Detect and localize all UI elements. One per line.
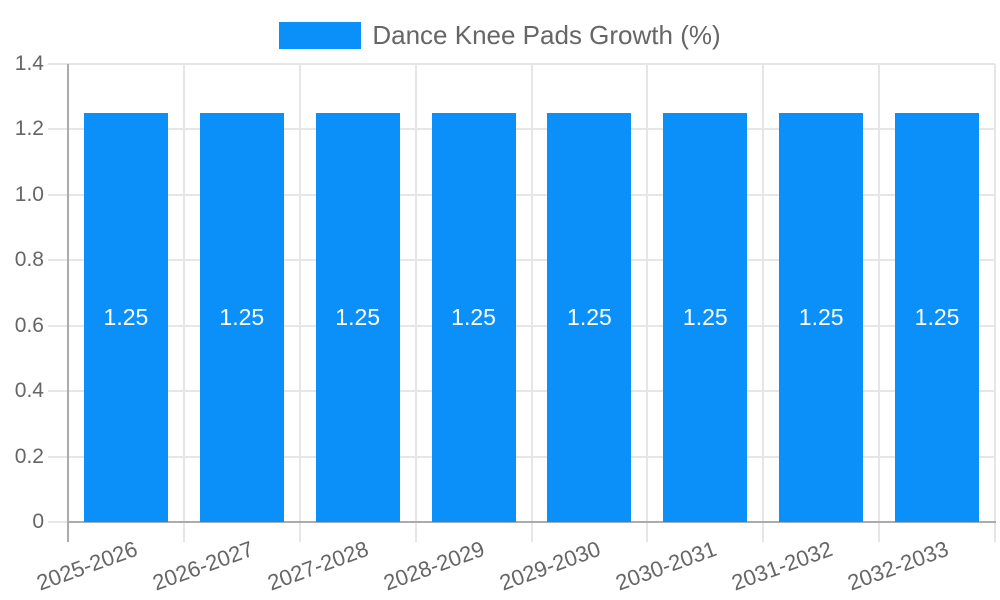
y-tick-mark bbox=[48, 63, 68, 65]
bar[interactable]: 1.25 bbox=[83, 113, 168, 522]
y-tick-mark bbox=[48, 521, 68, 523]
bar[interactable]: 1.25 bbox=[199, 113, 284, 522]
x-axis-label: 2027-2028 bbox=[264, 536, 373, 596]
legend-label: Dance Knee Pads Growth (%) bbox=[372, 20, 721, 50]
legend-item[interactable]: Dance Knee Pads Growth (%) bbox=[0, 20, 1000, 51]
bar-value-label: 1.25 bbox=[798, 304, 844, 331]
y-axis-label: 1.2 bbox=[14, 117, 44, 141]
bar[interactable]: 1.25 bbox=[431, 113, 516, 522]
gridline-vertical bbox=[414, 64, 417, 522]
x-axis-label: 2028-2029 bbox=[380, 536, 489, 596]
gridline-vertical bbox=[530, 64, 533, 522]
bar[interactable]: 1.25 bbox=[315, 113, 400, 522]
bar[interactable]: 1.25 bbox=[895, 113, 980, 522]
y-axis-label: 0.2 bbox=[14, 444, 44, 468]
x-tick-mark bbox=[994, 522, 996, 542]
bar[interactable]: 1.25 bbox=[663, 113, 748, 522]
gridline-vertical bbox=[646, 64, 649, 522]
x-tick-mark bbox=[530, 522, 533, 542]
gridline-vertical bbox=[878, 64, 881, 522]
bar-value-label: 1.25 bbox=[335, 304, 381, 331]
bar-value-label: 1.25 bbox=[451, 304, 496, 331]
y-axis-label: 1.4 bbox=[14, 52, 44, 75]
bar-value-label: 1.25 bbox=[682, 304, 728, 331]
bar[interactable]: 1.25 bbox=[547, 113, 632, 522]
y-tick-mark bbox=[48, 193, 68, 196]
x-axis-label: 2030-2031 bbox=[612, 536, 720, 596]
y-axis-label: 0 bbox=[32, 510, 44, 533]
y-tick-mark bbox=[48, 324, 68, 327]
bar-value-label: 1.25 bbox=[914, 304, 960, 331]
y-axis-line bbox=[67, 64, 69, 542]
gridline-vertical bbox=[762, 64, 765, 522]
bar-value-label: 1.25 bbox=[567, 304, 612, 331]
x-tick-mark bbox=[298, 522, 301, 542]
legend-marker bbox=[279, 22, 362, 49]
y-tick-mark bbox=[48, 455, 68, 458]
x-axis-label: 2026-2027 bbox=[148, 536, 257, 596]
gridline-vertical bbox=[298, 64, 301, 522]
bar-value-label: 1.25 bbox=[103, 304, 149, 331]
y-tick-mark bbox=[48, 390, 68, 393]
x-axis-label: 2031-2032 bbox=[728, 536, 836, 596]
x-tick-mark bbox=[878, 522, 881, 542]
y-axis-label: 0.4 bbox=[14, 379, 44, 403]
y-axis-label: 1.0 bbox=[14, 182, 44, 206]
y-tick-mark bbox=[48, 128, 68, 131]
y-axis-label: 0.8 bbox=[14, 248, 44, 272]
x-axis-label: 2032-2033 bbox=[844, 536, 952, 596]
x-axis-label: 2025-2026 bbox=[33, 536, 141, 596]
bar-value-label: 1.25 bbox=[219, 304, 265, 331]
x-tick-mark bbox=[414, 522, 417, 542]
y-tick-mark bbox=[48, 259, 68, 262]
gridline-vertical bbox=[182, 64, 185, 522]
x-axis-line bbox=[67, 521, 996, 523]
x-tick-mark bbox=[762, 522, 765, 542]
x-tick-mark bbox=[646, 522, 649, 542]
bar[interactable]: 1.25 bbox=[779, 113, 864, 522]
x-tick-mark bbox=[182, 522, 185, 542]
gridline-vertical bbox=[994, 64, 996, 522]
x-axis-label: 2029-2030 bbox=[496, 536, 604, 596]
y-axis-label: 0.6 bbox=[14, 313, 44, 337]
